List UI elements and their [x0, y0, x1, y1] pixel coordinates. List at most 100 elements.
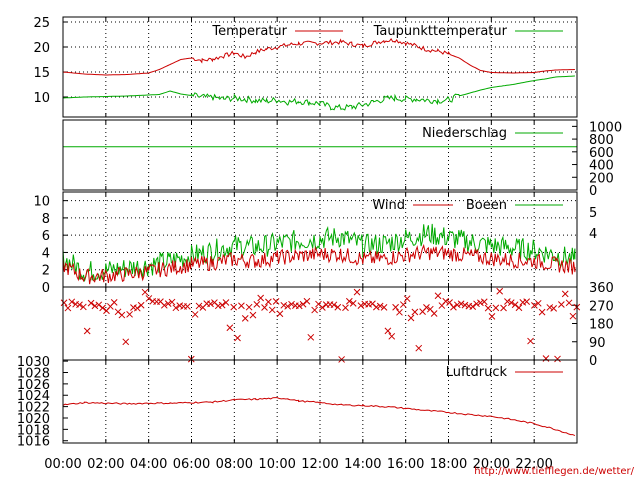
wind-direction-marker — [330, 301, 338, 309]
wind-direction-marker — [268, 306, 276, 314]
wind-direction-marker — [172, 304, 180, 312]
wind-direction-marker — [276, 310, 284, 318]
wind-direction-marker — [95, 301, 103, 309]
wind-direction-marker — [538, 308, 546, 316]
panel-pressure — [62, 359, 578, 444]
wind-direction-marker — [83, 327, 91, 335]
wind-direction-marker — [342, 304, 349, 312]
wind-direction-marker — [527, 337, 534, 345]
wind-direction-marker — [477, 299, 484, 307]
wind-direction-marker — [546, 304, 554, 311]
wind-direction-marker — [500, 304, 507, 312]
wind-direction-marker — [345, 297, 353, 305]
wind-direction-marker — [230, 303, 238, 311]
wind-direction-marker — [469, 303, 477, 311]
wind-direction-marker — [554, 355, 561, 363]
wind-direction-marker — [376, 302, 384, 310]
wind-direction-marker — [141, 288, 149, 296]
wind-direction-marker — [461, 301, 469, 309]
wind-direction-marker — [423, 304, 430, 311]
wind-direction-marker — [160, 301, 168, 309]
wind-direction-marker — [76, 301, 83, 309]
wind-direction-marker — [122, 338, 130, 346]
y-tick-label: 200 — [589, 171, 614, 186]
wind-direction-marker — [272, 297, 280, 305]
wind-direction-marker — [68, 298, 76, 306]
y-tick-label-right: 4 — [589, 227, 597, 242]
wind-direction-marker — [496, 287, 504, 295]
y-tick-label: 180 — [589, 318, 614, 333]
wind-direction-marker — [79, 303, 87, 311]
y-tick-label: 1020 — [17, 412, 50, 427]
wind-direction-marker — [484, 304, 492, 312]
x-tick-label: 00:00 — [44, 457, 81, 472]
wind-direction-marker — [357, 302, 365, 309]
temperature-line — [62, 38, 575, 76]
wind-direction-marker — [195, 302, 203, 310]
y-tick-label: 400 — [589, 159, 614, 174]
wind-direction-marker — [241, 315, 249, 322]
wind-direction-marker — [137, 301, 145, 309]
wind-direction-marker — [222, 299, 230, 306]
wind-direction-marker — [99, 304, 106, 312]
wind-direction-marker — [338, 356, 345, 363]
wind-direction-marker — [253, 300, 261, 308]
wind-direction-marker — [442, 297, 450, 305]
wind-direction-marker — [284, 302, 292, 310]
y-tick-label: 800 — [589, 133, 614, 148]
wind-direction-marker — [168, 298, 176, 306]
x-tick-label: 06:00 — [173, 457, 210, 472]
y-tick-label: 15 — [33, 66, 50, 81]
wind-direction-marker — [403, 295, 411, 303]
y-tick-label: 1028 — [17, 367, 50, 382]
wind-direction-marker — [480, 298, 488, 306]
wind-direction-marker — [446, 299, 453, 306]
wind-direction-marker — [434, 292, 442, 300]
y-tick-label: 1016 — [17, 435, 50, 450]
y-tick-label: 2 — [42, 264, 50, 279]
wind-direction-marker — [384, 327, 392, 335]
wind-direction-marker — [511, 301, 519, 309]
wind-direction-marker — [561, 290, 569, 298]
wind-direction-marker — [388, 332, 396, 340]
wind-direction-marker — [415, 344, 423, 352]
wind-direction-marker — [164, 300, 172, 307]
x-tick-label: 08:00 — [216, 457, 253, 472]
gust-line — [62, 223, 576, 282]
wind-direction-marker — [334, 303, 342, 311]
wind-direction-marker — [257, 294, 265, 302]
wind-direction-marker — [453, 301, 461, 309]
wind-direction-marker — [303, 297, 311, 305]
wind-direction-marker — [473, 300, 480, 308]
legend-label: Boeen — [466, 198, 507, 213]
wind-direction-marker — [569, 312, 577, 320]
wind-direction-marker — [407, 314, 415, 322]
y-tick-label: 1018 — [17, 423, 50, 438]
y-tick-label: 6 — [42, 229, 50, 244]
wind-direction-marker — [492, 304, 500, 312]
wind-direction-marker — [399, 301, 407, 308]
wind-direction-marker — [311, 306, 318, 314]
y-tick-label: 1026 — [17, 378, 50, 393]
x-tick-label: 12:00 — [301, 457, 338, 472]
x-tick-label: 22:00 — [515, 457, 552, 472]
x-tick-label: 16:00 — [387, 457, 424, 472]
wind-direction-marker — [133, 304, 141, 312]
wind-direction-marker — [191, 311, 199, 318]
y-tick-label: 10 — [33, 91, 50, 106]
wind-direction-marker — [265, 298, 272, 306]
y-tick-label: 4 — [42, 246, 50, 261]
wind-direction-marker — [207, 300, 214, 308]
y-tick-label: 0 — [589, 184, 597, 199]
wind-direction-marker — [523, 298, 531, 306]
wind-direction-marker — [249, 311, 257, 319]
y-tick-label: 20 — [33, 41, 50, 56]
wind-direction-marker — [118, 311, 126, 319]
wind-direction-marker — [372, 303, 380, 311]
legend-label: Luftdruck — [446, 365, 508, 380]
y-tick-label-right: 5 — [589, 206, 597, 221]
y-tick-label: 1030 — [17, 355, 50, 370]
wind-direction-marker — [64, 304, 72, 312]
wind-direction-marker — [295, 302, 303, 310]
y-tick-label: 1024 — [17, 389, 50, 404]
